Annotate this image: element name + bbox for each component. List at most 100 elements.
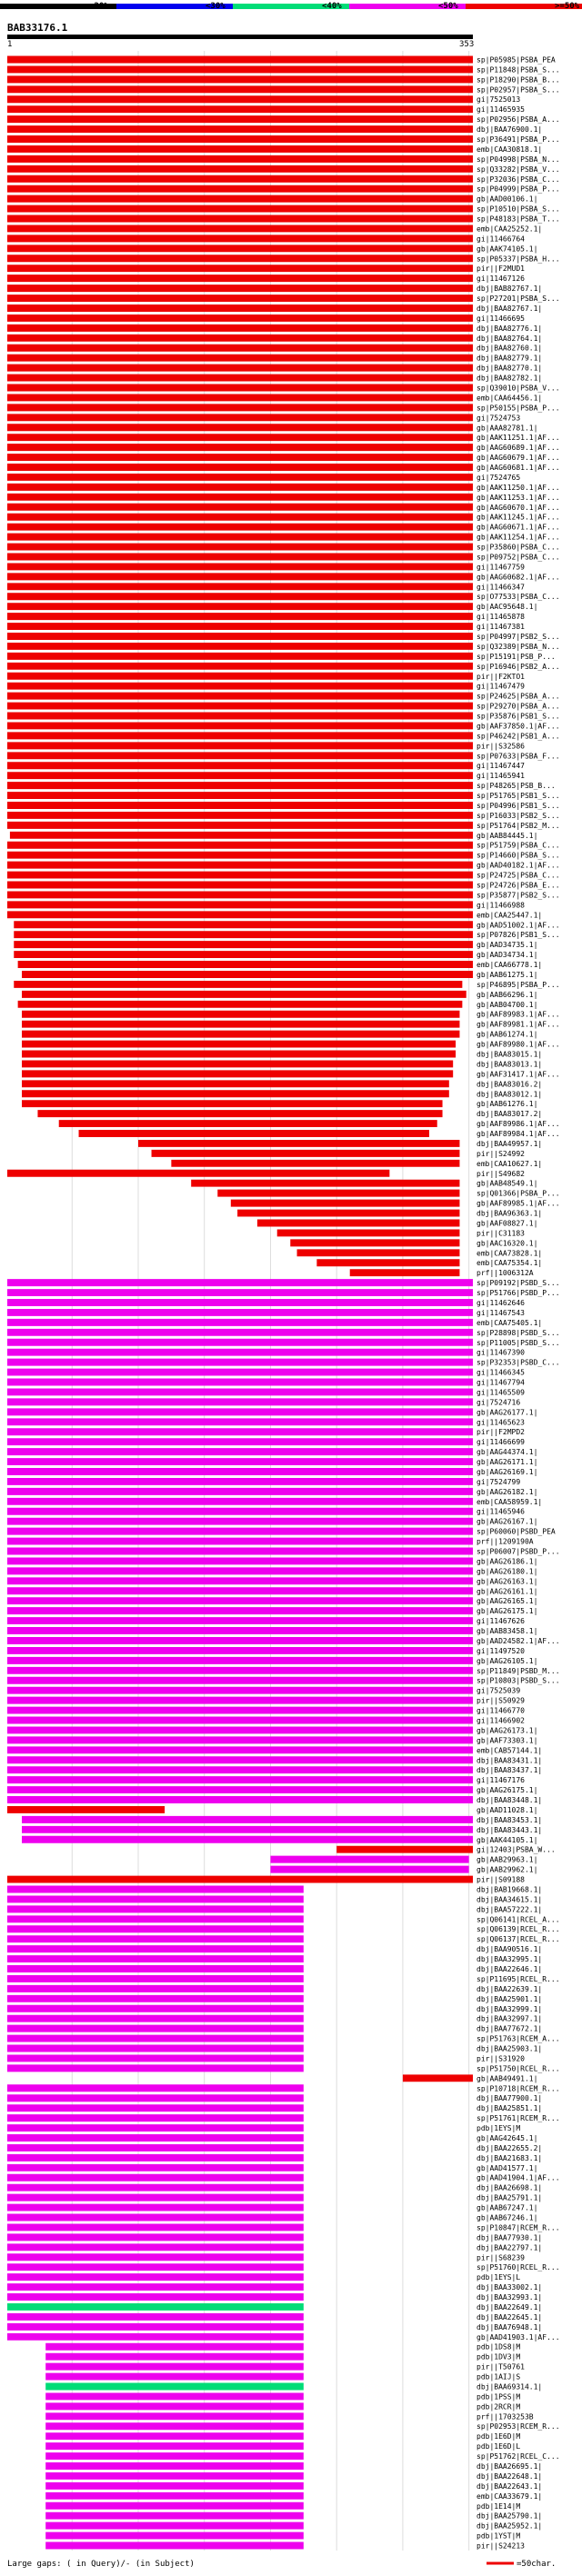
hit-label[interactable]: dbj|BAA33002.1| xyxy=(477,2283,542,2291)
hit-row[interactable]: gb|AAB84445.1| xyxy=(9,832,538,840)
hit-row[interactable]: gb|AAG42645.1| xyxy=(7,2134,537,2142)
hit-label[interactable]: gi|11466345 xyxy=(477,1369,525,1377)
hit-label[interactable]: gb|AAD00106.1| xyxy=(477,195,537,204)
hit-row[interactable]: sp|P18290|PSBA_B... xyxy=(7,75,560,84)
hit-row[interactable]: dbj|BAA22649.1| xyxy=(7,2303,542,2311)
hit-label[interactable]: gb|AAB84445.1| xyxy=(477,832,537,840)
hit-label[interactable]: sp|P32036|PSBA_C... xyxy=(477,175,560,184)
hit-row[interactable]: gb|AAB04700.1| xyxy=(17,1001,538,1009)
hit-row[interactable]: dbj|BAA32999.1| xyxy=(7,2005,542,2013)
hit-label[interactable]: dbj|BAA25851.1| xyxy=(477,2104,542,2112)
hit-row[interactable]: pir||S50929 xyxy=(7,1697,525,1705)
hit-row[interactable]: dbj|BAA82770.1| xyxy=(7,364,542,373)
hit-row[interactable]: gb|AAD41904.1|AF... xyxy=(7,2174,560,2182)
hit-row[interactable]: gi|11465941 xyxy=(7,772,525,780)
hit-row[interactable]: gb|AAG26173.1| xyxy=(7,1726,537,1734)
hit-label[interactable]: gb|AAB49491.1| xyxy=(477,2074,537,2082)
hit-label[interactable]: gi|11466902 xyxy=(477,1716,525,1724)
hit-label[interactable]: sp|P02957|PSBA_S... xyxy=(477,85,560,94)
hit-label[interactable]: sp|P04998|PSBA_N... xyxy=(477,155,560,164)
hit-label[interactable]: sp|P51763|RCEM_A... xyxy=(477,2035,560,2043)
hit-label[interactable]: pdb|1DS8|M xyxy=(477,2343,520,2351)
hit-row[interactable]: gb|AAG60689.1|AF... xyxy=(7,444,560,452)
hit-label[interactable]: pir||S09188 xyxy=(477,1876,525,1884)
hit-row[interactable]: gi|11465623 xyxy=(7,1418,525,1426)
hit-row[interactable]: sp|P24726|PSBA_E... xyxy=(7,882,560,890)
hit-row[interactable]: gb|AAG26161.1| xyxy=(7,1587,537,1595)
hit-row[interactable]: gb|AAB29962.1| xyxy=(270,1866,537,1874)
hit-row[interactable]: sp|P28898|PSBD_S... xyxy=(7,1329,560,1337)
hit-row[interactable]: dbj|BAA57222.1| xyxy=(7,1905,542,1913)
hit-label[interactable]: sp|P60060|PSBD_PEA xyxy=(477,1528,556,1536)
hit-label[interactable]: gb|AAB04700.1| xyxy=(477,1001,537,1009)
hit-label[interactable]: gb|AAF89983.1|AF... xyxy=(477,1011,560,1019)
hit-row[interactable]: gb|AAD24582.1|AF... xyxy=(7,1637,560,1645)
hit-row[interactable]: gb|AAF89985.1|AF... xyxy=(230,1200,560,1208)
hit-label[interactable]: emb|CAB57144.1| xyxy=(477,1746,542,1754)
hit-row[interactable]: gb|AAK11250.1|AF... xyxy=(7,484,560,492)
hit-row[interactable]: sp|P32353|PSBD_C... xyxy=(7,1359,560,1367)
hit-label[interactable]: sp|P18290|PSBA_B... xyxy=(477,75,560,84)
hit-row[interactable]: sp|P51765|PSB1_S... xyxy=(7,792,560,800)
hit-label[interactable]: gi|11467794 xyxy=(477,1379,525,1387)
hit-row[interactable]: dbj|BAA82776.1| xyxy=(7,324,542,333)
hit-row[interactable]: gb|AAG26182.1| xyxy=(7,1488,537,1496)
hit-row[interactable]: dbj|BAA82779.1| xyxy=(7,354,542,363)
hit-label[interactable]: gb|AAK11245.1|AF... xyxy=(477,514,560,522)
hit-label[interactable]: gb|AAK11251.1|AF... xyxy=(477,434,560,442)
hit-row[interactable]: pdb|1E6D|L xyxy=(45,2442,520,2451)
hit-label[interactable]: gb|AAG60681.1|AF... xyxy=(477,464,560,472)
hit-label[interactable]: sp|P11849|PSBD_M... xyxy=(477,1667,560,1675)
hit-label[interactable]: gb|AAB29963.1| xyxy=(477,1856,537,1864)
hit-label[interactable]: sp|P04997|PSB2_S... xyxy=(477,633,560,641)
hit-label[interactable]: dbj|BAA90516.1| xyxy=(477,1945,542,1953)
hit-label[interactable]: sp|P35876|PSB1_S... xyxy=(477,713,560,721)
hit-row[interactable]: sp|P02953|RCEM_R... xyxy=(45,2422,560,2431)
hit-label[interactable]: sp|Q39010|PSBA_V... xyxy=(477,384,560,392)
hit-label[interactable]: gi|11467759 xyxy=(477,563,525,571)
hit-label[interactable]: gi|11465623 xyxy=(477,1418,525,1426)
hit-row[interactable]: gi|11467126 xyxy=(7,275,525,283)
hit-row[interactable]: prf||1209190A xyxy=(7,1538,534,1546)
hit-row[interactable]: sp|P06007|PSBD_P... xyxy=(7,1548,560,1556)
hit-label[interactable]: gb|AAF89985.1|AF... xyxy=(477,1200,560,1208)
hit-label[interactable]: gb|AAF08827.1| xyxy=(477,1219,537,1227)
hit-row[interactable]: gb|AAB29963.1| xyxy=(270,1856,537,1864)
hit-label[interactable]: gi|7525039 xyxy=(477,1687,520,1695)
hit-label[interactable]: gb|AAG26186.1| xyxy=(477,1557,537,1565)
hit-label[interactable]: gb|AAK44105.1| xyxy=(477,1836,537,1844)
hit-label[interactable]: sp|O77533|PSBA_C... xyxy=(477,593,560,601)
hit-label[interactable]: gb|AAD34735.1| xyxy=(477,941,537,949)
hit-row[interactable]: dbj|BAA90516.1| xyxy=(7,1945,542,1953)
hit-row[interactable]: gi|11467381 xyxy=(7,623,525,631)
hit-label[interactable]: pir||S32586 xyxy=(477,742,525,750)
hit-row[interactable]: gb|AAB67247.1| xyxy=(7,2204,537,2212)
hit-label[interactable]: gb|AAD41904.1|AF... xyxy=(477,2174,560,2182)
hit-row[interactable]: gb|AAG26165.1| xyxy=(7,1597,537,1605)
hit-row[interactable]: pdb|1YST|M xyxy=(45,2532,520,2541)
hit-row[interactable]: sp|P46242|PSB1_A... xyxy=(7,732,560,740)
hit-label[interactable]: sp|P51761|RCEM_R... xyxy=(477,2114,560,2122)
hit-label[interactable]: sp|P28898|PSBD_S... xyxy=(477,1329,560,1337)
hit-label[interactable]: gb|AAG60682.1|AF... xyxy=(477,573,560,581)
hit-label[interactable]: sp|P48183|PSBA_T... xyxy=(477,215,560,224)
hit-label[interactable]: sp|P16946|PSB2_A... xyxy=(477,663,560,671)
hit-row[interactable]: gb|AAF89980.1|AF... xyxy=(22,1041,560,1049)
hit-row[interactable]: sp|P29270|PSBA_A... xyxy=(7,703,560,711)
hit-row[interactable]: dbj|BAA22646.1| xyxy=(7,1965,542,1973)
hit-row[interactable]: dbj|BAA83431.1| xyxy=(7,1756,542,1764)
hit-row[interactable]: dbj|BAA32993.1| xyxy=(7,2293,542,2301)
hit-row[interactable]: sp|P02957|PSBA_S... xyxy=(7,85,560,94)
hit-row[interactable]: sp|P35876|PSB1_S... xyxy=(7,713,560,721)
hit-label[interactable]: dbj|BAA57222.1| xyxy=(477,1905,542,1913)
hit-label[interactable]: pir||F2MUD1 xyxy=(477,265,525,273)
hit-row[interactable]: sp|P10803|PSBD_S... xyxy=(7,1677,560,1685)
hit-row[interactable]: dbj|BAA26695.1| xyxy=(45,2462,542,2471)
hit-row[interactable]: sp|P51759|PSBA_C... xyxy=(7,842,560,850)
hit-row[interactable]: dbj|BAB19668.1| xyxy=(7,1885,542,1893)
hit-label[interactable]: dbj|BAA83017.2| xyxy=(477,1110,542,1118)
hit-row[interactable]: dbj|BAA83437.1| xyxy=(7,1766,542,1774)
hit-label[interactable]: sp|P51759|PSBA_C... xyxy=(477,842,560,850)
hit-row[interactable]: gi|11467626 xyxy=(7,1617,525,1625)
hit-label[interactable]: gb|AAC16320.1| xyxy=(477,1239,537,1247)
